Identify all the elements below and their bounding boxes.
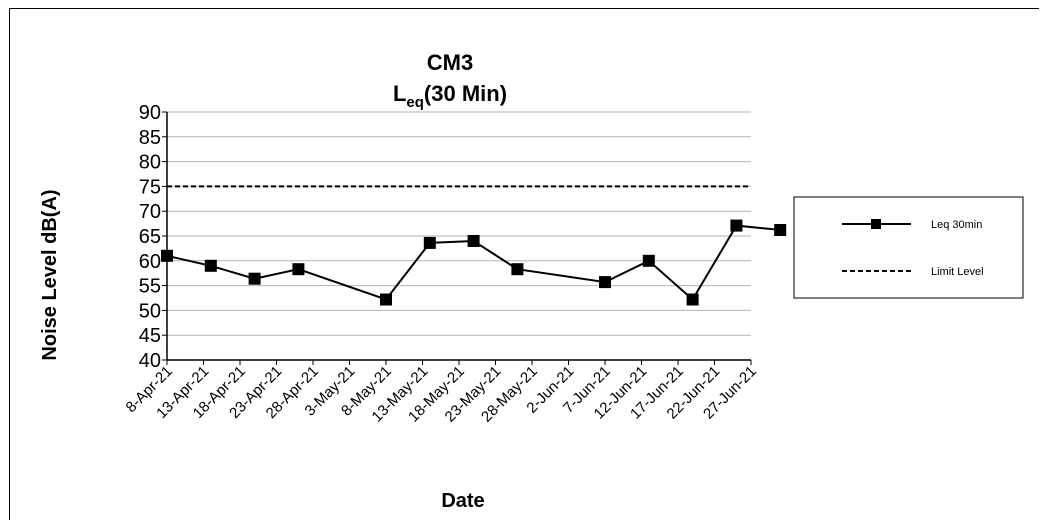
leq-data-point — [642, 254, 655, 267]
subtitle-main: L — [393, 81, 406, 106]
leq-data-point — [292, 263, 305, 276]
legend-label-leq: Leq 30min — [931, 219, 982, 231]
y-tick-label: 90 — [139, 102, 161, 124]
plot-area — [161, 112, 787, 361]
subtitle-subscript: eq — [406, 94, 424, 111]
leq-data-point — [248, 272, 261, 285]
subtitle-rest: (30 Min) — [424, 81, 507, 106]
leq-data-point — [161, 249, 173, 262]
chart-frame — [9, 8, 1039, 520]
legend-box — [793, 196, 1024, 299]
y-tick-label: 80 — [139, 152, 161, 174]
y-tick-label: 70 — [139, 201, 161, 223]
leq-data-point — [204, 259, 217, 272]
x-axis-title: Date — [441, 490, 484, 512]
leq-data-point — [511, 263, 524, 276]
y-tick-label: 55 — [139, 276, 161, 298]
y-tick-label: 45 — [139, 325, 161, 347]
leq-data-point — [774, 224, 787, 236]
y-tick-label: 65 — [139, 226, 161, 248]
legend-marker-leq — [871, 219, 881, 229]
leq-data-point — [467, 235, 480, 247]
chart-subtitle: Leq(30 Min) — [393, 81, 507, 111]
legend: Leq 30min Limit Level — [793, 196, 1024, 299]
gridlines — [162, 111, 752, 365]
leq-data-point — [380, 293, 392, 306]
x-tick-labels: 8-Apr-2113-Apr-2118-Apr-2123-Apr-2128-Ap… — [123, 363, 760, 426]
leq-data-point — [599, 276, 611, 289]
leq-data-point — [423, 236, 436, 249]
y-axis-title: Noise Level dB(A) — [39, 189, 61, 360]
leq-data-point — [686, 293, 699, 306]
y-tick-label: 60 — [139, 251, 161, 273]
y-tick-label: 40 — [139, 350, 161, 372]
y-tick-label: 75 — [139, 176, 161, 198]
y-tick-label: 50 — [139, 300, 161, 322]
y-tick-label: 85 — [139, 127, 161, 149]
leq-data-point — [730, 219, 743, 232]
chart-title: CM3 — [427, 50, 473, 75]
legend-label-limit: Limit Level — [931, 266, 984, 278]
